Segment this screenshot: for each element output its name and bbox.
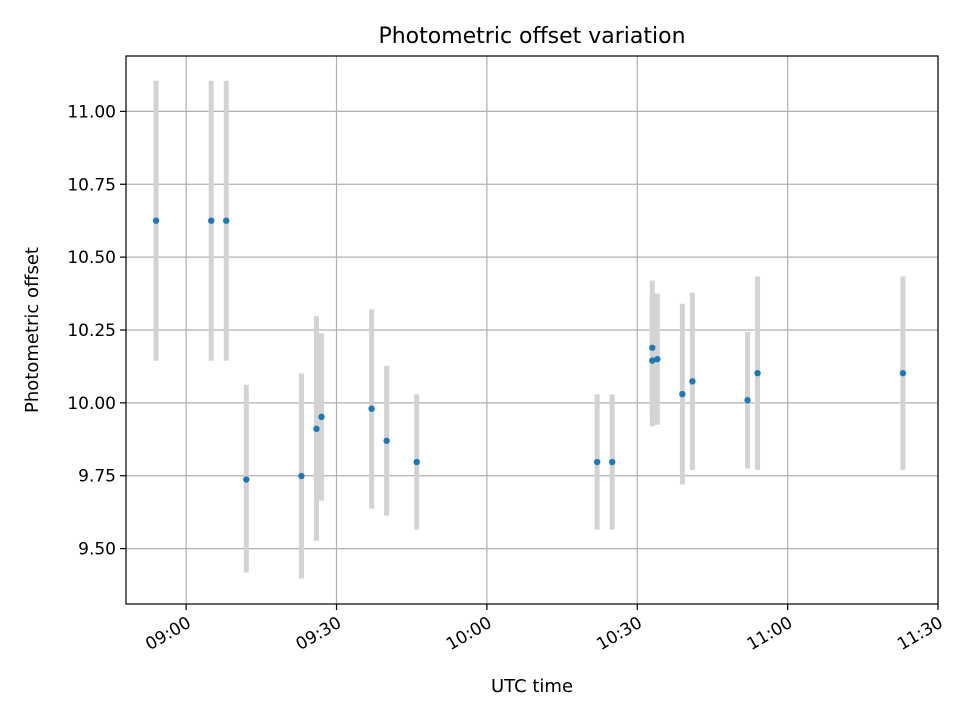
data-point bbox=[223, 217, 230, 224]
data-point bbox=[413, 458, 420, 466]
y-tick-label: 10.50 bbox=[67, 248, 116, 268]
y-axis-label: Photometric offset bbox=[22, 247, 43, 413]
data-point bbox=[298, 472, 305, 480]
data-point bbox=[593, 458, 601, 466]
y-tick-label: 9.50 bbox=[78, 540, 116, 560]
y-tick-label: 10.75 bbox=[67, 175, 116, 195]
y-tick-label: 11.00 bbox=[67, 102, 116, 122]
data-point bbox=[313, 425, 320, 433]
data-point bbox=[208, 217, 215, 224]
data-point bbox=[649, 344, 656, 351]
data-point bbox=[654, 355, 661, 363]
data-point bbox=[744, 397, 751, 404]
data-point bbox=[689, 378, 696, 385]
x-axis-label: UTC time bbox=[491, 676, 573, 697]
data-point bbox=[899, 369, 907, 377]
data-point bbox=[754, 369, 761, 377]
data-point bbox=[368, 405, 375, 412]
data-point bbox=[679, 390, 686, 398]
point-layer bbox=[152, 217, 907, 483]
data-point bbox=[152, 217, 160, 224]
y-tick-label: 10.00 bbox=[67, 394, 116, 414]
y-tick-label: 10.25 bbox=[67, 321, 116, 341]
data-point bbox=[608, 458, 616, 466]
data-point bbox=[318, 413, 325, 421]
chart-title: Photometric offset variation bbox=[378, 24, 685, 49]
data-point bbox=[383, 437, 390, 444]
data-point bbox=[243, 476, 250, 483]
data-point bbox=[649, 357, 656, 364]
y-tick-label: 9.75 bbox=[78, 467, 116, 487]
